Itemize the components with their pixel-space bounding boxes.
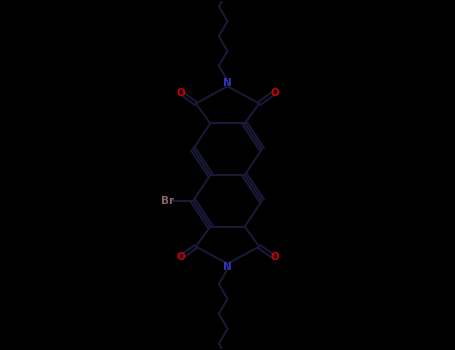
Text: O: O: [270, 88, 279, 98]
Text: N: N: [223, 78, 232, 88]
Text: N: N: [223, 262, 232, 272]
Text: Br: Br: [161, 196, 174, 206]
Text: O: O: [270, 252, 279, 262]
Text: O: O: [176, 88, 185, 98]
Text: O: O: [176, 252, 185, 262]
